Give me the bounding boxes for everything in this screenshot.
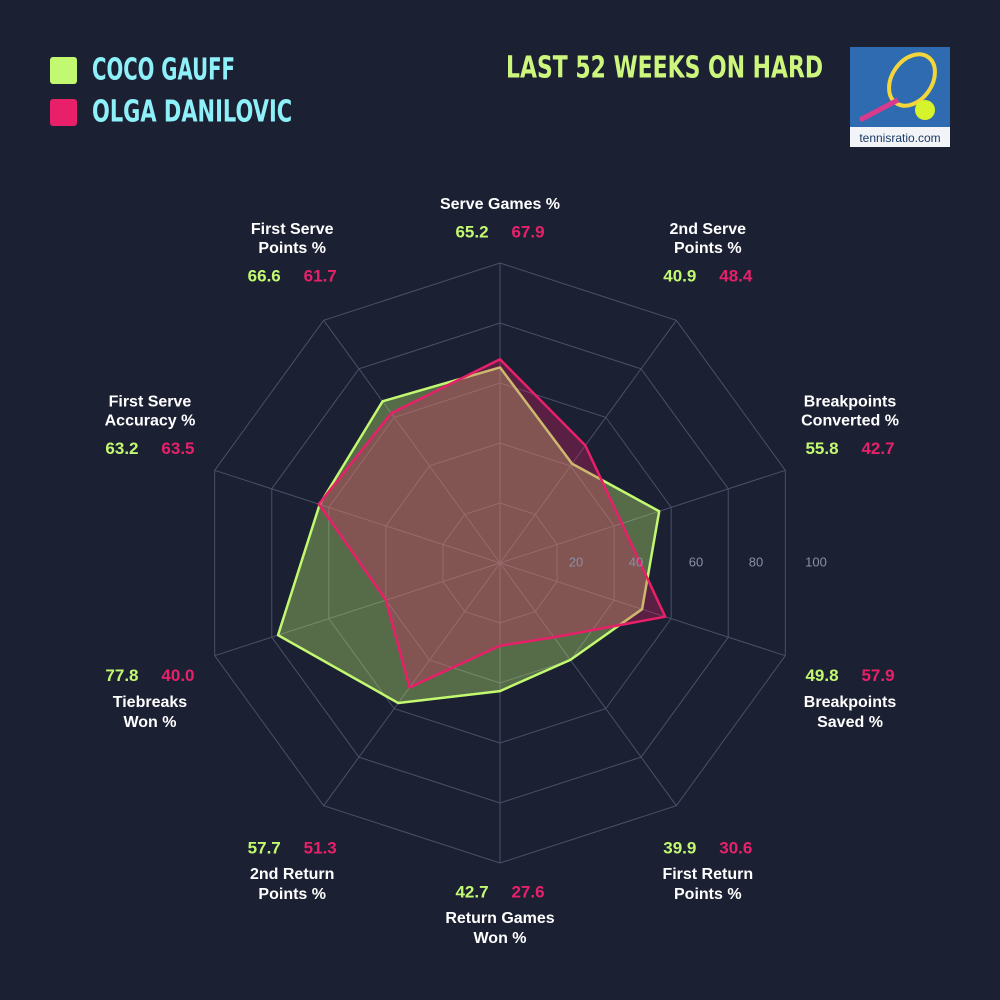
axis-label: Converted % (801, 412, 899, 429)
axis-label: Return Games (445, 910, 554, 927)
value-label: 63.2 (105, 439, 138, 458)
value-label: 61.7 (304, 266, 337, 285)
spoke (499, 320, 677, 564)
series-area (317, 358, 667, 689)
value-label: 48.4 (719, 266, 753, 285)
r-tick-label: 40 (629, 554, 643, 569)
value-label: 51.3 (304, 838, 337, 857)
r-tick-label: 80 (749, 554, 763, 569)
value-label: 40.9 (663, 266, 696, 285)
axis-label: First Return (662, 866, 753, 883)
legend-swatch (50, 99, 77, 126)
spoke (214, 562, 501, 657)
spoke (499, 562, 677, 806)
legend-label: OLGA DANILOVIC (92, 95, 292, 130)
axis-label: Points % (258, 886, 326, 903)
axis-label: First Serve (251, 221, 334, 238)
spoke (214, 469, 501, 564)
series-area (276, 366, 661, 705)
logo-ball (915, 100, 935, 120)
value-label: 65.2 (455, 222, 488, 241)
value-label: 66.6 (248, 266, 281, 285)
value-label: 57.7 (248, 838, 281, 857)
axis-label: First Serve (109, 393, 192, 410)
axis-label: Won % (473, 930, 526, 947)
value-label: 55.8 (805, 439, 838, 458)
axis-label: Points % (674, 886, 742, 903)
chart-title: LAST 52 WEEKS ON HARD (506, 51, 823, 86)
value-label: 42.7 (861, 439, 894, 458)
axis-label: Won % (123, 714, 176, 731)
value-label: 67.9 (511, 222, 544, 241)
axis-label: Points % (674, 240, 742, 257)
axis-label: Breakpoints (804, 393, 897, 410)
value-label: 40.0 (161, 666, 194, 685)
value-label: 63.5 (161, 439, 194, 458)
r-tick-label: 60 (689, 554, 703, 569)
logo-strip (850, 127, 950, 147)
r-tick-label: 20 (569, 554, 583, 569)
axis-label: Accuracy % (105, 412, 196, 429)
axis-label: 2nd Return (250, 866, 334, 883)
value-label: 42.7 (455, 882, 488, 901)
logo: tennisratio.com (850, 47, 950, 147)
value-label: 49.8 (805, 666, 838, 685)
axis-label: Tiebreaks (113, 694, 188, 711)
value-label: 57.9 (861, 666, 894, 685)
spoke (499, 469, 786, 564)
spoke (323, 562, 501, 806)
legend-swatch (50, 57, 77, 84)
axis-label: Points % (258, 240, 326, 257)
spoke (323, 320, 501, 564)
legend-label: COCO GAUFF (92, 53, 235, 88)
logo-text: tennisratio.com (859, 131, 940, 145)
axis-label: Saved % (817, 714, 883, 731)
axis-label: 2nd Serve (670, 221, 747, 238)
value-label: 39.9 (663, 838, 696, 857)
value-label: 30.6 (719, 838, 752, 857)
axis-label: Breakpoints (804, 694, 897, 711)
logo-handle (858, 97, 900, 123)
r-tick-label: 100 (805, 554, 827, 569)
value-label: 77.8 (105, 666, 138, 685)
value-label: 27.6 (511, 882, 544, 901)
axis-label: Serve Games % (440, 196, 560, 213)
